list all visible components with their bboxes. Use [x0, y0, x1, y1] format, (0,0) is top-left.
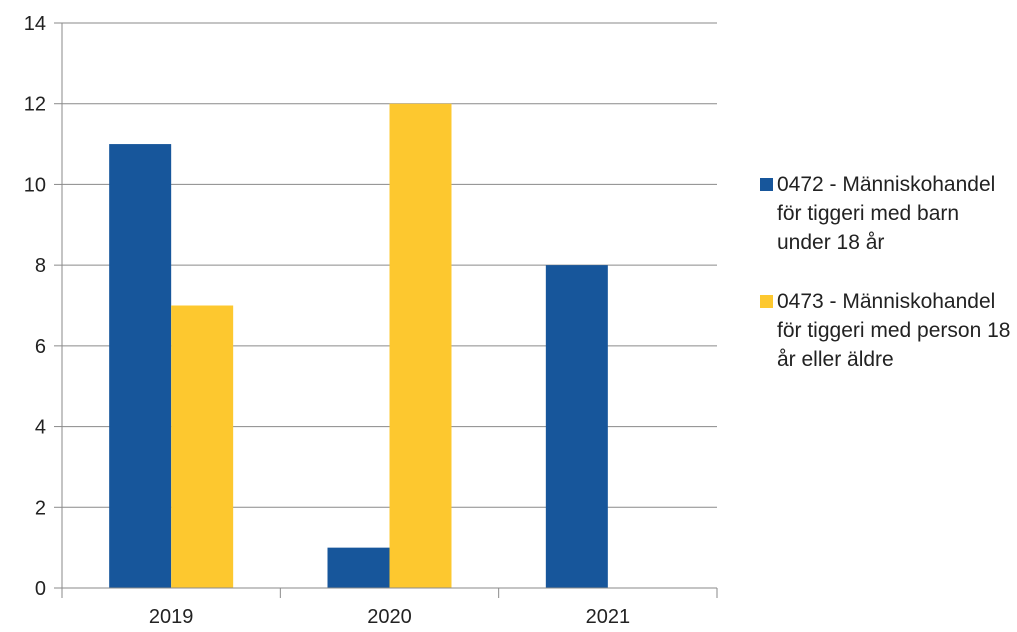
bar-2019-series-2 [171, 305, 234, 588]
legend-label-series-1: 0472 - Människohandel för tiggeri med ba… [777, 173, 996, 254]
legend-label-series-2: 0473 - Människohandel för tiggeri med pe… [777, 290, 1011, 371]
y-tick-label: 6 [35, 336, 46, 358]
legend-swatch-series-2 [760, 295, 773, 308]
bar-2020-series-1 [327, 547, 390, 588]
bar-2020-series-2 [389, 103, 452, 588]
axes [54, 22, 718, 598]
legend-item-series-2: 0473 - Människohandel för tiggeri med pe… [760, 287, 1015, 374]
legend: 0472 - Människohandel för tiggeri med ba… [760, 170, 1015, 404]
y-tick-labels: 0 2 4 6 8 10 12 14 [24, 13, 46, 600]
bar-2019-series-1 [109, 144, 172, 589]
x-tick-label: 2019 [149, 606, 194, 628]
legend-item-series-1: 0472 - Människohandel för tiggeri med ba… [760, 170, 1015, 257]
bar-2021-series-1 [545, 265, 608, 588]
bars [109, 103, 608, 589]
x-tick-label: 2020 [367, 606, 412, 628]
y-tick-label: 4 [35, 417, 46, 439]
y-tick-label: 2 [35, 497, 46, 519]
y-tick-label: 0 [35, 578, 46, 600]
y-tick-label: 14 [24, 13, 46, 35]
legend-swatch-series-1 [760, 178, 773, 191]
y-tick-label: 8 [35, 255, 46, 277]
x-tick-labels: 2019 2020 2021 [149, 606, 630, 628]
x-tick-label: 2021 [586, 606, 631, 628]
y-tick-label: 12 [24, 94, 46, 116]
y-tick-label: 10 [24, 174, 46, 196]
